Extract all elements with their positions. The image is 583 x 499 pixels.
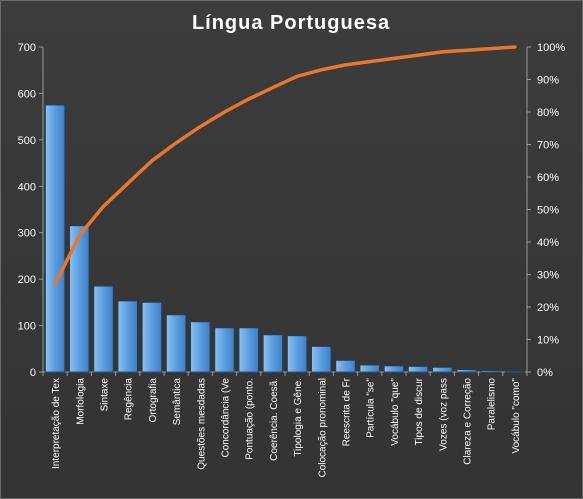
x-category-label: Vozes (voz pass bbox=[438, 378, 449, 451]
cumulative-percent-line bbox=[53, 45, 517, 287]
x-category-label: Ortografia bbox=[148, 378, 159, 423]
bar bbox=[504, 370, 525, 373]
x-category-label: Tipologia e Gêne. bbox=[293, 378, 304, 457]
x-category-label: Tipos de discur bbox=[414, 377, 425, 445]
y-right-tick-label: 10% bbox=[537, 335, 559, 347]
y-right-tick-label: 50% bbox=[537, 205, 559, 217]
bar bbox=[383, 365, 404, 373]
bar bbox=[117, 300, 138, 373]
x-category-label: Concordância (Ve bbox=[221, 378, 232, 458]
y-right-tick-label: 20% bbox=[537, 302, 559, 314]
bar bbox=[287, 335, 308, 373]
x-category-label: Interpretação de Tex bbox=[51, 378, 62, 469]
bar bbox=[359, 364, 380, 373]
bar bbox=[311, 346, 332, 373]
x-category-label: Morfologia bbox=[75, 378, 86, 425]
x-category-label: Regência bbox=[124, 378, 135, 421]
y-right-tick-label: 70% bbox=[537, 140, 559, 152]
chart-title: Língua Portuguesa bbox=[192, 12, 390, 34]
y-right-tick-label: 0% bbox=[537, 367, 553, 379]
x-category-label: Paralelismo bbox=[487, 378, 498, 431]
bar bbox=[69, 225, 90, 373]
y-left-tick-label: 700 bbox=[18, 42, 36, 54]
x-category-label: Sintaxe bbox=[100, 378, 111, 412]
x-category-label: Coerência. Coesã. bbox=[269, 378, 280, 461]
bar bbox=[408, 366, 429, 373]
bar bbox=[432, 366, 453, 373]
y-right-tick-label: 90% bbox=[537, 75, 559, 87]
bar bbox=[190, 321, 211, 373]
x-category-label: Questões mesdadas bbox=[196, 378, 207, 470]
x-category-label: Semântica bbox=[172, 378, 183, 426]
bar bbox=[262, 334, 283, 373]
bar bbox=[456, 369, 477, 373]
y-left-tick-label: 500 bbox=[18, 135, 36, 147]
bar bbox=[238, 327, 259, 373]
bar bbox=[214, 327, 235, 373]
y-right-tick-label: 80% bbox=[537, 107, 559, 119]
y-left-tick-label: 300 bbox=[18, 228, 36, 240]
plot-area: 0 100 200 300 400 500 600 700 0% 10% 20% 30% 40% 50% 6… bbox=[18, 42, 566, 478]
y-right-tick-label: 40% bbox=[537, 237, 559, 249]
y-left-tick-label: 400 bbox=[18, 181, 36, 193]
x-category-label: Vocábulo "como" bbox=[511, 378, 522, 454]
bar bbox=[141, 301, 162, 373]
y-right-tick-label: 100% bbox=[537, 42, 565, 54]
x-category-label: Colocação pronominal bbox=[317, 378, 328, 478]
x-category-label: Vocábulo "que" bbox=[390, 378, 401, 446]
y-right-tick-label: 60% bbox=[537, 172, 559, 184]
y-left-tick-label: 100 bbox=[18, 321, 36, 333]
x-category-label: Partícula "se" bbox=[366, 378, 377, 438]
bar bbox=[335, 359, 356, 373]
y-left-tick-label: 600 bbox=[18, 88, 36, 100]
bar bbox=[45, 104, 66, 373]
bar bbox=[166, 314, 187, 373]
x-category-label: Clareza e Correção bbox=[463, 378, 474, 465]
bar bbox=[480, 370, 501, 373]
y-left-tick-label: 0 bbox=[30, 367, 36, 379]
y-left-tick-label: 200 bbox=[18, 274, 36, 286]
bar bbox=[93, 285, 114, 373]
x-category-label: Pontuação (ponto. bbox=[245, 378, 256, 460]
y-right-tick-label: 30% bbox=[537, 270, 559, 282]
x-category-label: Reescrita de Fr bbox=[342, 377, 353, 446]
